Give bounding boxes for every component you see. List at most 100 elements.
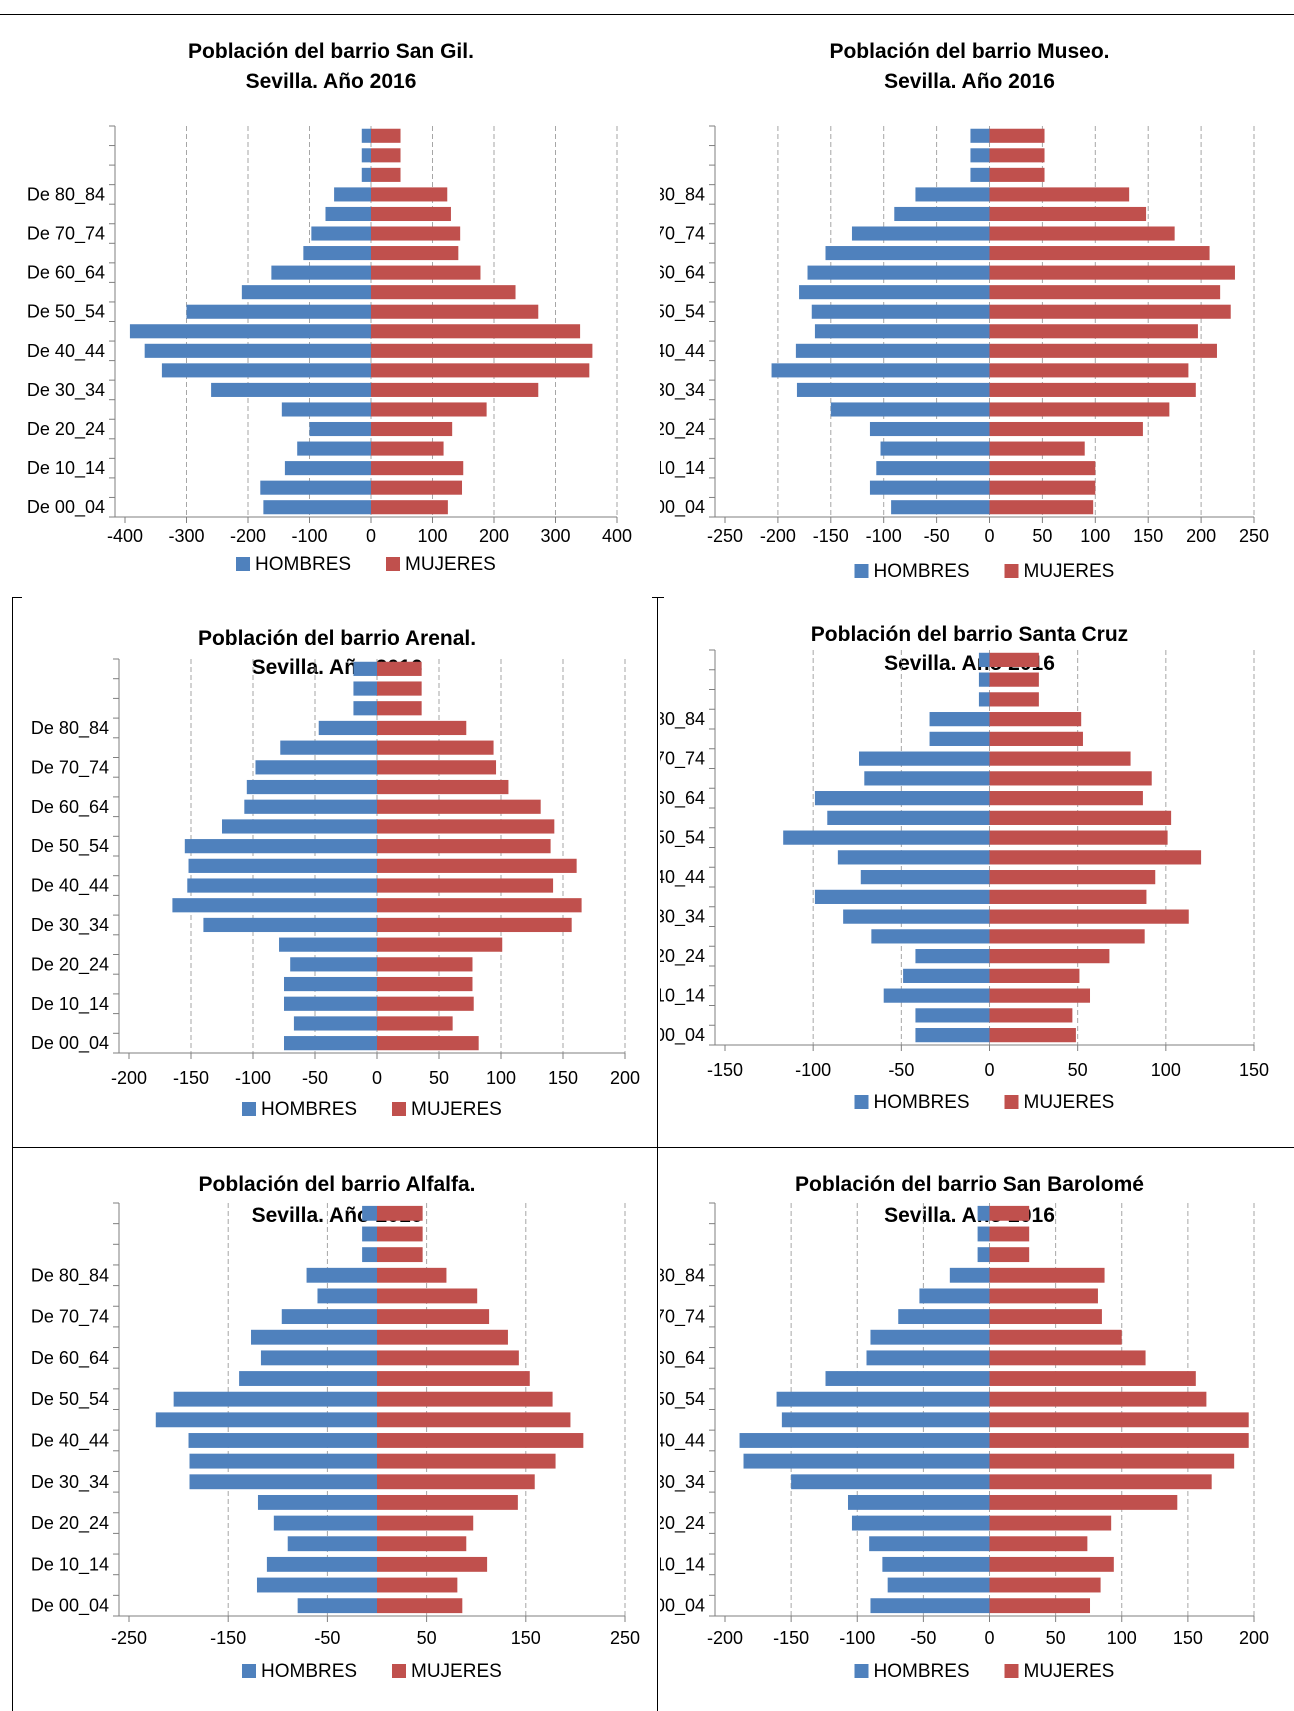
bar-mujeres <box>377 740 494 755</box>
bar-hombres <box>851 1515 990 1531</box>
bar-hombres <box>306 1267 377 1283</box>
value-tick-label: -300 <box>168 526 204 546</box>
value-tick-label: 100 <box>1080 526 1110 546</box>
bar-hombres <box>297 1598 377 1614</box>
bar-hombres <box>880 441 990 456</box>
bar-hombres <box>284 461 371 476</box>
category-label: De 80_84 <box>660 1265 705 1286</box>
bar-hombres <box>869 1536 990 1552</box>
chart-title-line: Población del barrio Arenal. <box>198 627 476 650</box>
bar-hombres <box>244 799 377 814</box>
bar-mujeres <box>989 830 1168 845</box>
bar-mujeres <box>377 701 422 716</box>
bar-hombres <box>257 1494 377 1510</box>
bar-mujeres <box>989 968 1080 983</box>
category-label: De 20_24 <box>31 954 109 975</box>
frame-center-line <box>657 598 658 1711</box>
bar-mujeres <box>989 441 1085 456</box>
bar-hombres <box>203 917 377 933</box>
category-label: De 10_14 <box>660 986 705 1007</box>
bar-mujeres <box>989 480 1096 495</box>
bar-mujeres <box>989 324 1198 339</box>
bar-hombres <box>317 1288 377 1304</box>
bar-hombres <box>241 285 371 300</box>
category-label: De 80_84 <box>660 184 705 205</box>
category-label: De 60_64 <box>31 797 109 818</box>
legend-label-mujeres: MUJERES <box>411 1099 502 1120</box>
bar-hombres <box>978 652 990 667</box>
bar-hombres <box>271 265 371 280</box>
bar-hombres <box>876 461 990 476</box>
category-label: De 10_14 <box>660 1554 705 1575</box>
value-tick-label: -150 <box>173 1068 209 1088</box>
bar-hombres <box>211 382 371 397</box>
bar-mujeres <box>371 421 453 437</box>
value-tick-label: 100 <box>486 1068 516 1088</box>
legend-label-hombres: HOMBRES <box>874 1092 970 1113</box>
bar-hombres <box>239 1371 377 1386</box>
value-tick-label: 0 <box>984 1060 994 1080</box>
bar-mujeres <box>989 187 1130 202</box>
bar-mujeres <box>377 661 422 676</box>
category-label: De 20_24 <box>660 419 705 440</box>
bar-mujeres <box>371 187 448 202</box>
bar-mujeres <box>371 265 481 280</box>
bar-hombres <box>284 976 377 992</box>
value-tick-label: 150 <box>1239 1060 1269 1080</box>
bar-mujeres <box>989 1205 1030 1221</box>
bar-hombres <box>297 441 371 456</box>
chart-title-line: Sevilla. Año 2016 <box>884 70 1055 93</box>
bar-mujeres <box>371 324 581 339</box>
bar-hombres <box>251 1329 377 1345</box>
bar-hombres <box>256 1577 377 1593</box>
bar-hombres <box>882 1556 990 1572</box>
value-tick-label: 50 <box>1046 1628 1066 1648</box>
legend-swatch-mujeres <box>1004 564 1019 578</box>
bar-mujeres <box>989 791 1143 806</box>
category-label: De 20_24 <box>660 1513 705 1534</box>
bar-hombres <box>334 187 371 202</box>
bar-mujeres <box>989 850 1202 865</box>
bar-mujeres <box>989 731 1083 746</box>
bar-mujeres <box>989 1008 1073 1023</box>
bar-mujeres <box>989 461 1096 476</box>
bar-mujeres <box>989 1494 1178 1510</box>
value-tick-label: 250 <box>1239 526 1269 546</box>
bar-hombres <box>791 1474 990 1490</box>
bar-hombres <box>866 1350 990 1366</box>
bar-mujeres <box>989 870 1156 885</box>
bar-mujeres <box>989 1453 1235 1469</box>
bar-mujeres <box>989 1247 1030 1263</box>
value-tick-label: -50 <box>888 1060 914 1080</box>
bar-hombres <box>361 167 371 182</box>
bar-mujeres <box>989 128 1045 143</box>
bar-mujeres <box>989 1391 1207 1407</box>
bar-mujeres <box>989 206 1147 222</box>
bar-mujeres <box>377 957 473 972</box>
bar-mujeres <box>371 480 463 495</box>
bar-mujeres <box>371 128 401 143</box>
category-label: De 60_64 <box>660 788 705 809</box>
bar-mujeres <box>989 672 1039 687</box>
category-label: De 70_74 <box>31 757 109 778</box>
bar-hombres <box>919 1288 990 1304</box>
bar-hombres <box>887 1577 990 1593</box>
bar-hombres <box>859 751 990 766</box>
chart-title-line: Sevilla. Año 2016 <box>884 1204 1055 1227</box>
bar-mujeres <box>989 1556 1114 1572</box>
bar-mujeres <box>377 1036 479 1051</box>
value-tick-label: 50 <box>429 1068 449 1088</box>
value-tick-label: -100 <box>795 1060 831 1080</box>
bar-mujeres <box>989 167 1045 182</box>
bar-mujeres <box>989 751 1131 766</box>
bar-mujeres <box>989 712 1082 727</box>
category-label: De 80_84 <box>31 1265 109 1286</box>
bar-mujeres <box>377 1205 423 1221</box>
category-label: De 20_24 <box>27 419 105 440</box>
bar-mujeres <box>377 681 422 696</box>
category-label: De 40_44 <box>660 341 705 362</box>
bar-hombres <box>280 740 377 755</box>
bar-hombres <box>188 1433 377 1448</box>
value-tick-label: -150 <box>707 1060 743 1080</box>
